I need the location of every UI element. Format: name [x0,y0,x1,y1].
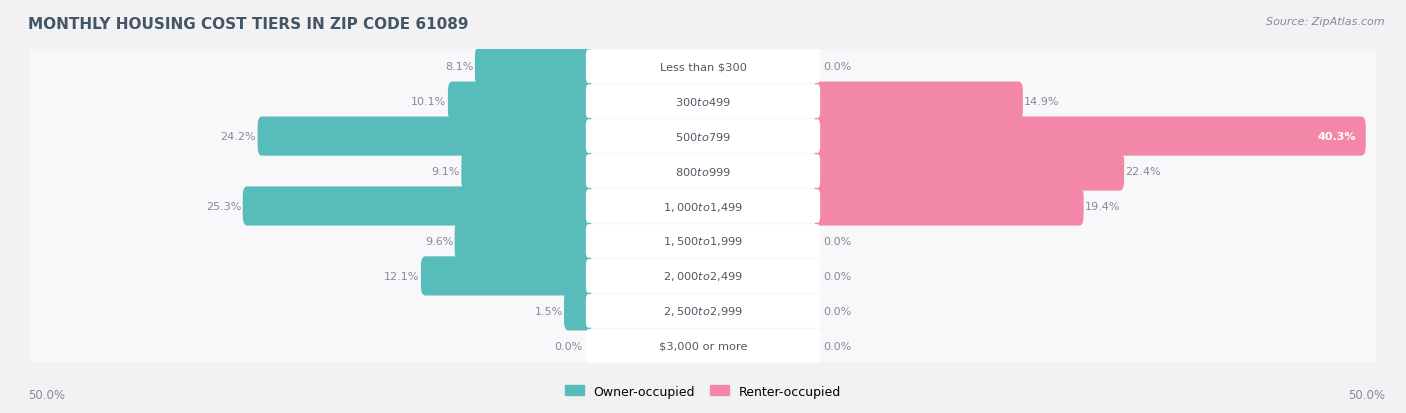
Text: 0.0%: 0.0% [823,62,852,72]
Text: 1.5%: 1.5% [534,306,562,316]
Text: 0.0%: 0.0% [823,341,852,351]
Text: 25.3%: 25.3% [207,202,242,211]
FancyBboxPatch shape [475,47,592,87]
FancyBboxPatch shape [564,292,592,331]
FancyBboxPatch shape [30,150,1376,193]
Text: $500 to $799: $500 to $799 [675,131,731,143]
Text: $1,500 to $1,999: $1,500 to $1,999 [664,235,742,248]
FancyBboxPatch shape [586,85,820,119]
Text: MONTHLY HOUSING COST TIERS IN ZIP CODE 61089: MONTHLY HOUSING COST TIERS IN ZIP CODE 6… [28,17,468,31]
FancyBboxPatch shape [243,187,592,226]
FancyBboxPatch shape [586,155,820,188]
Text: 50.0%: 50.0% [1348,388,1385,401]
FancyBboxPatch shape [814,187,1084,226]
Text: $3,000 or more: $3,000 or more [659,341,747,351]
FancyBboxPatch shape [586,259,820,293]
Text: 10.1%: 10.1% [412,97,447,107]
FancyBboxPatch shape [420,257,592,296]
Text: 14.9%: 14.9% [1024,97,1060,107]
FancyBboxPatch shape [30,116,1376,158]
FancyBboxPatch shape [586,190,820,223]
Text: 8.1%: 8.1% [446,62,474,72]
FancyBboxPatch shape [30,325,1376,367]
Text: 0.0%: 0.0% [823,236,852,247]
Text: 12.1%: 12.1% [384,271,419,281]
FancyBboxPatch shape [586,120,820,154]
FancyBboxPatch shape [586,294,820,328]
FancyBboxPatch shape [814,152,1125,191]
Text: $300 to $499: $300 to $499 [675,96,731,108]
Text: $1,000 to $1,499: $1,000 to $1,499 [664,200,742,213]
FancyBboxPatch shape [461,152,592,191]
FancyBboxPatch shape [30,185,1376,228]
FancyBboxPatch shape [586,225,820,258]
Text: 0.0%: 0.0% [823,306,852,316]
Text: 0.0%: 0.0% [554,341,583,351]
Text: Source: ZipAtlas.com: Source: ZipAtlas.com [1267,17,1385,26]
FancyBboxPatch shape [257,117,592,156]
FancyBboxPatch shape [586,50,820,84]
FancyBboxPatch shape [30,81,1376,123]
Text: $2,500 to $2,999: $2,500 to $2,999 [664,305,742,318]
FancyBboxPatch shape [30,46,1376,88]
Text: Less than $300: Less than $300 [659,62,747,72]
Text: $2,000 to $2,499: $2,000 to $2,499 [664,270,742,283]
FancyBboxPatch shape [454,222,592,261]
FancyBboxPatch shape [30,290,1376,332]
Text: 19.4%: 19.4% [1085,202,1121,211]
Text: 22.4%: 22.4% [1125,166,1161,177]
Text: 0.0%: 0.0% [823,271,852,281]
Text: 50.0%: 50.0% [28,388,65,401]
FancyBboxPatch shape [449,82,592,121]
Text: 40.3%: 40.3% [1317,132,1357,142]
FancyBboxPatch shape [30,220,1376,263]
Legend: Owner-occupied, Renter-occupied: Owner-occupied, Renter-occupied [560,380,846,403]
Text: 9.6%: 9.6% [425,236,453,247]
Text: 9.1%: 9.1% [432,166,460,177]
FancyBboxPatch shape [814,82,1024,121]
FancyBboxPatch shape [30,255,1376,297]
Text: $800 to $999: $800 to $999 [675,166,731,178]
Text: 24.2%: 24.2% [221,132,256,142]
FancyBboxPatch shape [586,329,820,363]
FancyBboxPatch shape [814,117,1365,156]
